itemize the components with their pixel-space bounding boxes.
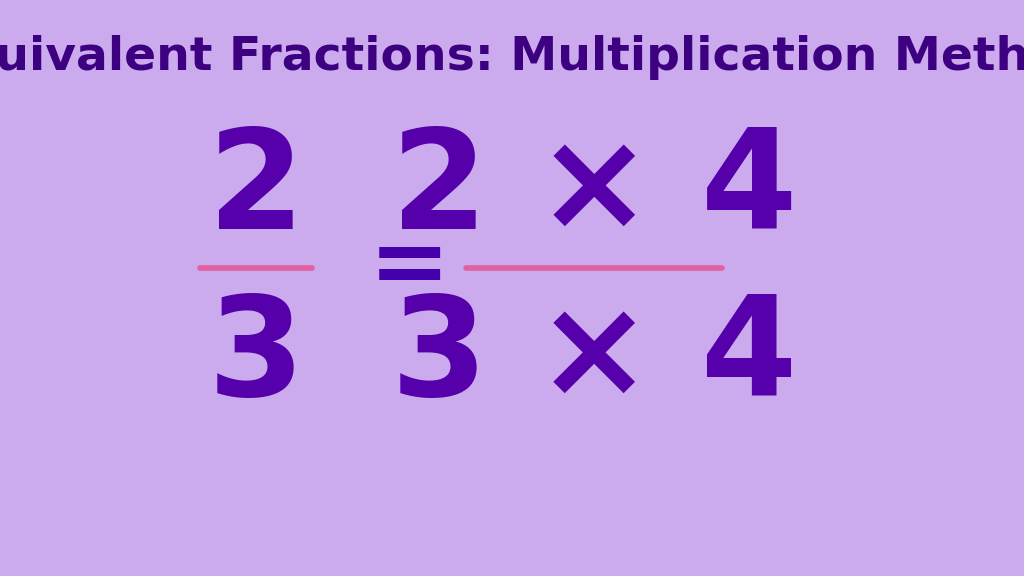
Text: =: =: [369, 221, 451, 314]
Text: 3: 3: [208, 290, 304, 425]
Text: Equivalent Fractions: Multiplication Method: Equivalent Fractions: Multiplication Met…: [0, 35, 1024, 80]
Text: 2: 2: [208, 123, 304, 257]
Text: 2 × 4: 2 × 4: [391, 123, 797, 257]
Text: 3 × 4: 3 × 4: [391, 290, 797, 425]
